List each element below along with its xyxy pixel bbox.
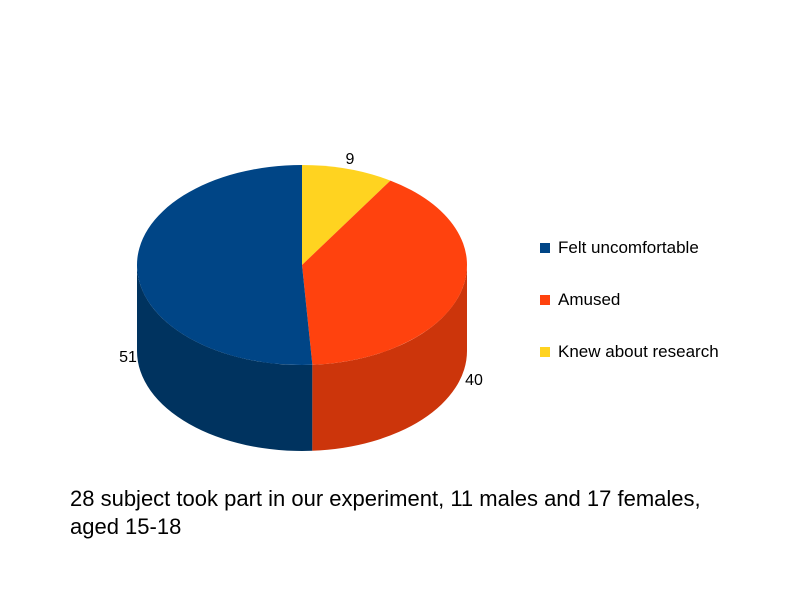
pie-labels: 51 40 9 [119,151,483,389]
legend-item-knew-about-research: Knew about research [540,340,719,364]
legend-swatch [540,243,550,253]
caption-text: 28 subject took part in our experiment, … [70,486,701,539]
pie-top [136,165,467,365]
slice-felt-uncomfortable [136,165,313,365]
slice-amused-side [312,265,467,451]
slice-knew-about-research [302,165,391,265]
data-label-knew-about-research: 9 [346,151,355,168]
legend-item-amused: Amused [540,288,719,312]
pie-sides [136,265,467,451]
slice-felt-uncomfortable-side [136,265,313,451]
legend-label: Knew about research [558,342,719,361]
data-label-amused: 40 [465,372,483,389]
data-label-felt-uncomfortable: 51 [119,349,137,366]
legend: Felt uncomfortable Amused Knew about res… [540,236,719,392]
legend-label: Felt uncomfortable [558,238,699,257]
legend-item-felt-uncomfortable: Felt uncomfortable [540,236,719,260]
slice-amused [302,180,467,365]
legend-label: Amused [558,290,621,309]
legend-swatch [540,347,550,357]
legend-swatch [540,295,550,305]
